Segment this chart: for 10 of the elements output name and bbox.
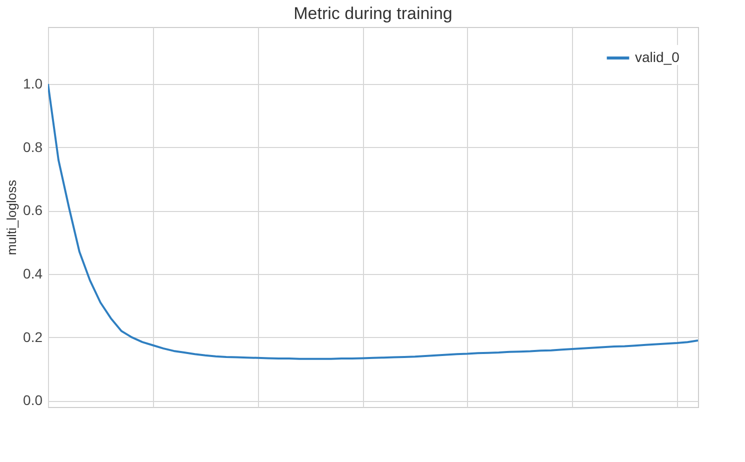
chart-title: Metric during training <box>294 4 452 23</box>
y-tick-label: 0.2 <box>23 328 43 345</box>
y-tick-label: 0.6 <box>23 202 43 218</box>
y-tick-label: 0.8 <box>23 138 43 155</box>
y-tick-label: 0.4 <box>23 266 43 282</box>
y-axis-title: multi_logloss <box>4 179 20 256</box>
y-tick-label: 1.0 <box>23 76 43 92</box>
y-tick-label: 0.0 <box>23 392 43 408</box>
legend-label: valid_0 <box>635 49 680 65</box>
line-series <box>48 83 698 360</box>
